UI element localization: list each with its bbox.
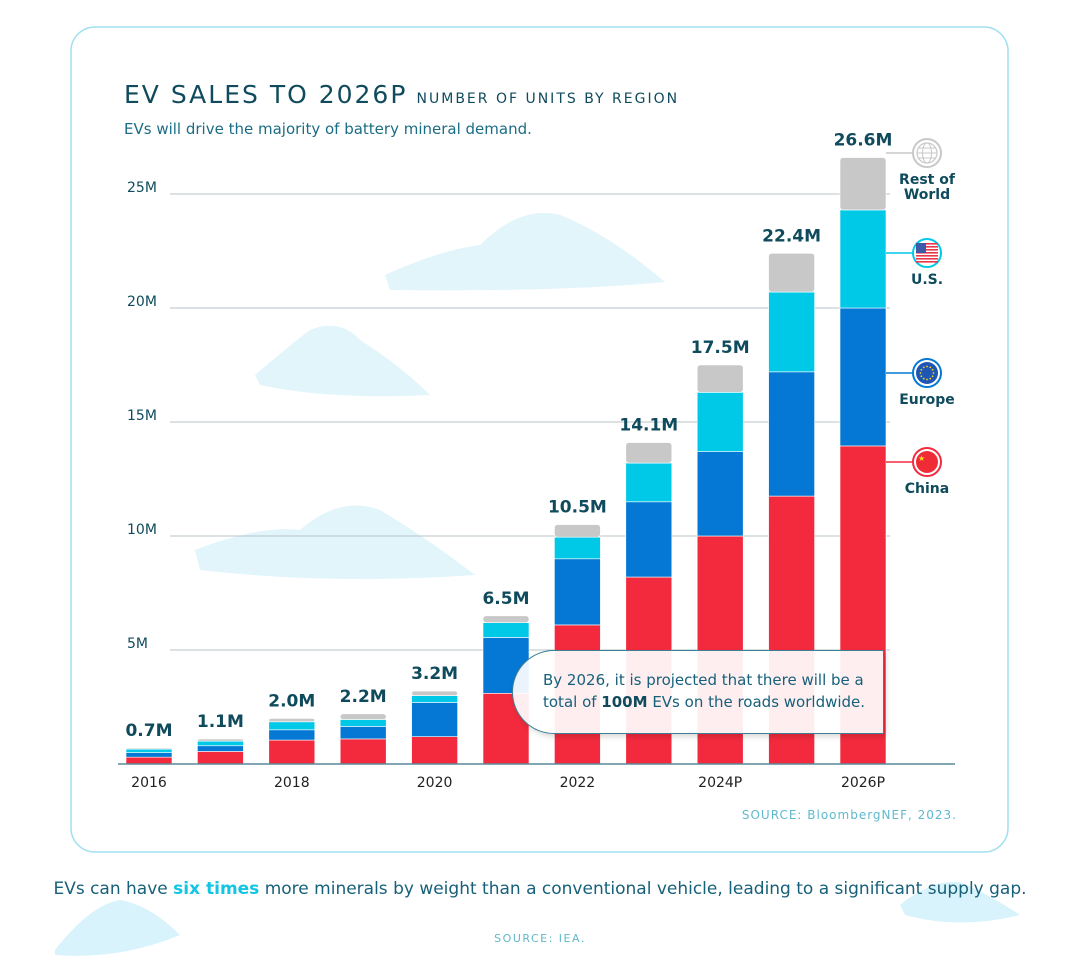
bar-segment-china <box>268 739 316 765</box>
bar-segment-europe <box>197 745 244 752</box>
total-label: 2.2M <box>340 687 387 707</box>
bar-segment-u-s- <box>554 536 601 560</box>
bar-segment-rest-of-world <box>339 713 387 720</box>
bar-segment-europe <box>696 451 744 537</box>
bar-segment-rest-of-world <box>482 615 530 623</box>
bar-segment-rest-of-world <box>839 157 887 211</box>
legend-label: China <box>904 481 950 497</box>
total-label: 10.5M <box>548 498 607 518</box>
bar-segment-u-s- <box>411 695 458 703</box>
bar-segment-u-s- <box>839 209 887 309</box>
bar-segment-europe <box>125 752 173 758</box>
chart-source: SOURCE: BloombergNEF, 2023. <box>741 808 957 822</box>
cloud-decoration <box>55 900 180 956</box>
legend-label: U.S. <box>910 272 944 288</box>
bar-stack: 3.2M 2020 <box>411 664 458 791</box>
bar-segment-u-s- <box>339 719 387 727</box>
y-tick-label: 25M <box>127 180 157 196</box>
y-tick-label: 15M <box>127 408 157 424</box>
chart-title: EV SALES TO 2026P NUMBER OF UNITS BY REG… <box>124 80 679 109</box>
bar-segment-rest-of-world <box>268 718 316 723</box>
callout-text: By 2026, it is projected that there will… <box>543 671 864 711</box>
footer-suffix: more minerals by weight than a conventio… <box>259 879 1027 899</box>
china-flag-icon: ★ <box>912 447 942 477</box>
cloud-decoration <box>385 213 665 291</box>
bar-segment-china <box>197 751 244 765</box>
bar-stack: 1.1M <box>197 712 244 765</box>
us-flag-icon <box>912 238 942 268</box>
legend-connectors: ★ <box>886 138 942 477</box>
callout-highlight: 100M <box>601 693 648 711</box>
eu-flag-icon <box>912 358 942 388</box>
title-suffix: NUMBER OF UNITS BY REGION <box>416 91 680 107</box>
x-tick-label: 2016 <box>131 775 167 791</box>
bar-stack: 0.7M 2016 <box>125 721 172 791</box>
legend-label: Europe <box>899 392 955 408</box>
chart-subtitle: EVs will drive the majority of battery m… <box>124 120 532 138</box>
card-frame <box>70 26 1009 853</box>
bar-segment-u-s- <box>696 392 744 452</box>
bar-segment-rest-of-world <box>411 690 458 696</box>
callout-text-end: EVs on the roads worldwide. <box>647 693 866 711</box>
footer-highlight: six times <box>173 879 260 899</box>
bar-segment-u-s- <box>768 291 815 373</box>
title-main: EV SALES TO 2026P <box>124 80 408 109</box>
bar-segment-u-s- <box>625 462 673 503</box>
bar-segment-rest-of-world <box>696 364 744 393</box>
total-label: 14.1M <box>619 416 678 436</box>
globe-icon <box>912 138 942 168</box>
bar-segment-china <box>411 736 458 765</box>
total-label: 6.5M <box>482 589 529 609</box>
total-label: 22.4M <box>762 226 821 246</box>
total-label: 1.1M <box>197 712 244 732</box>
background-clouds <box>55 213 1020 956</box>
y-tick-label: 10M <box>127 522 157 538</box>
cloud-decoration <box>195 505 475 579</box>
bar-segment-rest-of-world <box>554 524 601 538</box>
bar-segment-rest-of-world <box>125 747 173 750</box>
bar-segment-rest-of-world <box>197 738 244 742</box>
bar-segment-u-s- <box>197 740 244 747</box>
bar-stack: 2.2M <box>339 687 387 765</box>
footer-prefix: EVs can have <box>53 879 174 899</box>
x-tick-label: 2020 <box>417 775 453 791</box>
bar-segment-rest-of-world <box>768 252 815 293</box>
bar-segment-u-s- <box>268 721 316 731</box>
bar-segment-u-s- <box>482 622 530 638</box>
legend-label: Rest of World <box>899 172 955 203</box>
bar-stack: 10.5M 2022 <box>548 498 607 791</box>
total-label: 3.2M <box>411 664 458 684</box>
bar-segment-europe <box>268 729 316 741</box>
bar-segment-rest-of-world <box>625 442 673 464</box>
y-tick-label: 5M <box>127 636 148 652</box>
y-tick-label: 20M <box>127 294 157 310</box>
footer-text: EVs can have six times more minerals by … <box>0 877 1080 901</box>
bar-stack: 26.6M 2026P <box>834 131 893 791</box>
cloud-decoration <box>255 325 430 397</box>
bar-stack: 2.0M 2018 <box>268 691 315 791</box>
callout-box: By 2026, it is projected that there will… <box>512 650 884 734</box>
bar-segment-europe <box>411 702 458 737</box>
x-tick-label: 2024P <box>698 775 742 791</box>
svg-text:★: ★ <box>918 454 925 463</box>
footer-source: SOURCE: IEA. <box>494 932 586 945</box>
total-label: 2.0M <box>268 691 315 711</box>
bar-segment-china <box>339 738 387 765</box>
total-label: 0.7M <box>125 721 172 741</box>
bar-segment-china <box>125 756 173 765</box>
bar-segment-europe <box>625 501 673 578</box>
total-label: 17.5M <box>691 338 750 358</box>
total-label: 26.6M <box>834 131 893 151</box>
bar-segment-europe <box>554 558 601 626</box>
bar-segment-europe <box>768 371 815 497</box>
bar-segment-europe <box>839 307 887 447</box>
bar-segment-europe <box>339 726 387 740</box>
x-tick-label: 2022 <box>560 775 596 791</box>
cloud-decoration <box>900 881 1020 923</box>
x-tick-label: 2026P <box>841 775 885 791</box>
bar-segment-u-s- <box>125 748 173 753</box>
x-tick-label: 2018 <box>274 775 310 791</box>
